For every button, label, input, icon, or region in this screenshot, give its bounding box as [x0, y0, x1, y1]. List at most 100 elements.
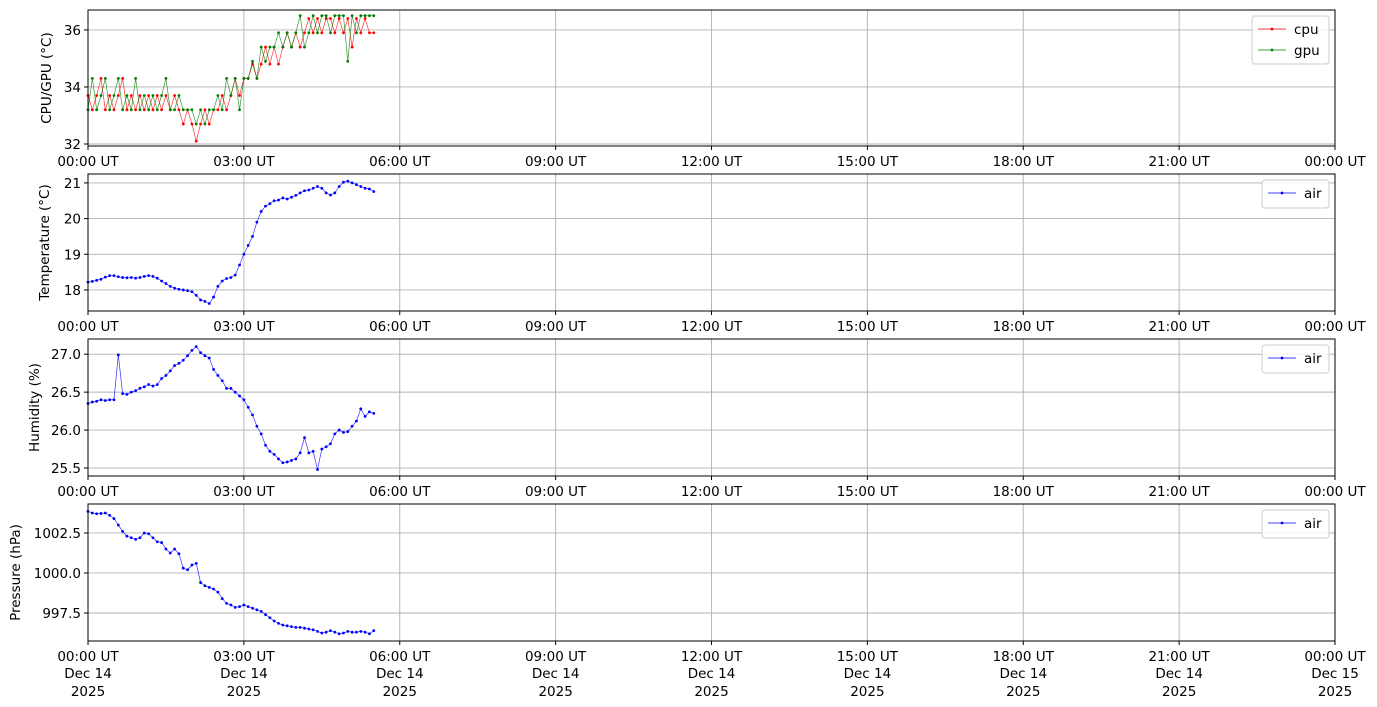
- data-point-air: [355, 419, 358, 423]
- data-point-air: [151, 536, 155, 540]
- data-point-air: [238, 605, 241, 608]
- data-point-air: [108, 274, 112, 278]
- data-point-air: [311, 186, 315, 190]
- x-tick-label: 15:00 UT: [837, 484, 899, 500]
- x-tick-date: Dec 14: [220, 666, 268, 682]
- subplot-2: 18 19 20 21 00:00 UT 03:00 UT 06:00 UT 09:00 UT…: [37, 173, 1366, 335]
- data-point-air: [255, 608, 259, 612]
- data-point-cpu: [337, 17, 341, 20]
- data-point-air: [355, 630, 358, 634]
- data-point-air: [99, 398, 103, 402]
- data-point-air: [194, 293, 198, 297]
- data-point-gpu: [363, 14, 367, 18]
- data-point-cpu: [298, 45, 302, 49]
- data-point-gpu: [259, 45, 263, 49]
- data-point-air: [168, 369, 172, 373]
- data-point-air: [277, 457, 280, 461]
- data-point-air: [116, 523, 120, 527]
- data-point-air: [181, 566, 185, 570]
- y-tick-label: 26.5: [51, 385, 81, 401]
- data-point-air: [90, 400, 94, 404]
- data-point-air: [168, 551, 172, 555]
- data-point-gpu: [281, 45, 285, 49]
- y-tick-label: 1000.0: [34, 566, 81, 582]
- data-point-air: [294, 457, 298, 461]
- legend-marker: [1280, 521, 1284, 525]
- data-point-air: [290, 625, 293, 628]
- data-point-air: [259, 609, 263, 613]
- data-point-air: [134, 276, 138, 280]
- data-point-air: [290, 459, 293, 462]
- data-point-air: [298, 191, 302, 195]
- data-point-air: [95, 399, 99, 403]
- data-point-air: [255, 424, 259, 428]
- data-point-air: [186, 289, 189, 293]
- data-point-air: [320, 631, 324, 635]
- data-point-air: [203, 584, 207, 588]
- data-point-air: [285, 624, 289, 628]
- data-point-gpu: [142, 94, 146, 97]
- data-point-air: [350, 630, 354, 634]
- data-point-gpu: [125, 94, 129, 97]
- data-point-air: [216, 284, 220, 288]
- data-point-air: [138, 276, 142, 279]
- data-point-gpu: [220, 108, 224, 112]
- data-point-gpu: [199, 108, 202, 112]
- data-point-air: [160, 541, 164, 544]
- data-point-air: [125, 276, 129, 280]
- data-point-gpu: [368, 14, 371, 18]
- data-point-cpu: [320, 31, 324, 35]
- data-point-cpu: [103, 108, 107, 112]
- data-point-air: [268, 616, 272, 620]
- legend-box: [1261, 179, 1330, 209]
- data-point-gpu: [164, 77, 168, 80]
- data-point-gpu: [134, 77, 138, 80]
- data-point-gpu: [372, 14, 376, 18]
- data-point-air: [199, 298, 202, 302]
- data-point-air: [281, 196, 285, 200]
- data-point-air: [151, 384, 155, 388]
- data-point-cpu: [155, 94, 159, 97]
- data-point-cpu: [147, 94, 151, 97]
- data-point-air: [103, 275, 107, 279]
- y-tick-label: 26.0: [51, 423, 81, 439]
- y-tick-label: 997.5: [42, 606, 81, 622]
- series-line-cpu: [87, 17, 374, 142]
- data-point-air: [225, 601, 228, 605]
- data-point-air: [307, 188, 311, 192]
- data-point-air: [303, 436, 306, 440]
- data-point-cpu: [199, 122, 202, 126]
- data-point-air: [199, 581, 202, 584]
- data-point-air: [142, 385, 146, 389]
- data-point-cpu: [359, 31, 363, 35]
- x-tick-label: 06:00 UT: [369, 154, 431, 170]
- subplot-3: 25.5 26.0 26.5 27.0 00:00 UT 03:00 UT 06:00 UT…: [27, 338, 1366, 500]
- data-point-gpu: [116, 77, 120, 80]
- data-point-gpu: [294, 31, 298, 35]
- data-point-air: [173, 364, 176, 367]
- x-tick-label: 00:00 UT: [57, 649, 119, 665]
- data-point-air: [368, 410, 371, 414]
- x-tick-label: 18:00 UT: [993, 649, 1055, 665]
- data-point-gpu: [350, 14, 354, 18]
- data-point-air: [359, 185, 363, 188]
- data-point-gpu: [324, 14, 328, 18]
- data-point-cpu: [307, 17, 311, 20]
- data-point-air: [168, 284, 172, 288]
- legend-label: gpu: [1294, 43, 1320, 59]
- data-point-cpu: [372, 31, 376, 35]
- data-point-cpu: [108, 94, 112, 97]
- data-point-air: [272, 199, 276, 203]
- data-point-air: [194, 345, 198, 348]
- data-point-gpu: [147, 108, 151, 112]
- y-tick-label: 18: [64, 283, 81, 299]
- data-point-air: [212, 587, 215, 591]
- data-point-air: [164, 374, 168, 377]
- data-point-air: [307, 451, 311, 455]
- data-point-air: [99, 512, 103, 515]
- data-point-air: [246, 243, 250, 247]
- data-point-cpu: [142, 108, 146, 112]
- data-point-air: [251, 606, 254, 610]
- x-tick-year: 2025: [538, 684, 572, 700]
